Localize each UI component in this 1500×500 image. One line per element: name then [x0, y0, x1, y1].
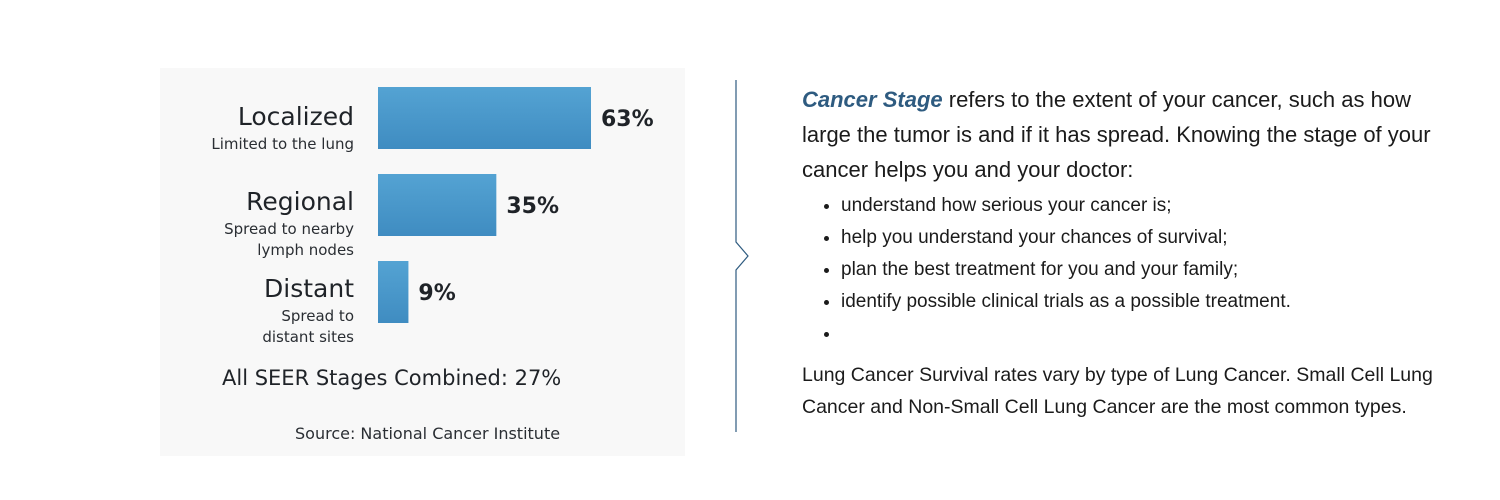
intro-text: refers to the extent of your cancer, suc… — [802, 87, 1431, 182]
chart-source: Source: National Cancer Institute — [295, 424, 561, 443]
list-item: help you understand your chances of surv… — [824, 222, 1442, 254]
list-item: identify possible clinical trials as a p… — [824, 286, 1442, 318]
value-label-regional: 35% — [506, 194, 559, 219]
category-label-distant: Distant — [264, 274, 354, 303]
value-label-distant: 9% — [418, 281, 455, 306]
cancer-stage-description: Cancer Stage refers to the extent of you… — [802, 82, 1442, 423]
bullet-icon — [824, 204, 829, 209]
combined-survival-summary: All SEER Stages Combined: 27% — [222, 366, 562, 390]
panel-divider — [735, 80, 749, 432]
list-item: plan the best treatment for you and your… — [824, 254, 1442, 286]
category-description-distant: Spread to distant sites — [262, 307, 354, 346]
bullet-icon — [824, 268, 829, 273]
bar-regional — [378, 174, 497, 236]
category-description-regional: Spread to nearby lymph nodes — [224, 220, 354, 259]
category-description-localized: Limited to the lung — [211, 135, 354, 153]
bar-distant — [378, 261, 409, 323]
closing-paragraph: Lung Cancer Survival rates vary by type … — [802, 364, 1433, 418]
value-label-localized: 63% — [601, 107, 654, 132]
bullet-icon — [824, 300, 829, 305]
category-label-regional: Regional — [246, 187, 354, 216]
list-item — [824, 318, 1442, 350]
bullet-icon — [824, 236, 829, 241]
cancer-stage-term: Cancer Stage — [802, 87, 943, 112]
category-label-localized: Localized — [238, 102, 354, 131]
list-item: understand how serious your cancer is; — [824, 190, 1442, 222]
intro-paragraph: Cancer Stage refers to the extent of you… — [802, 82, 1442, 187]
bar-localized — [378, 87, 591, 149]
bullet-icon — [824, 332, 829, 337]
doctor-benefits-list: understand how serious your cancer is; h… — [802, 190, 1442, 350]
